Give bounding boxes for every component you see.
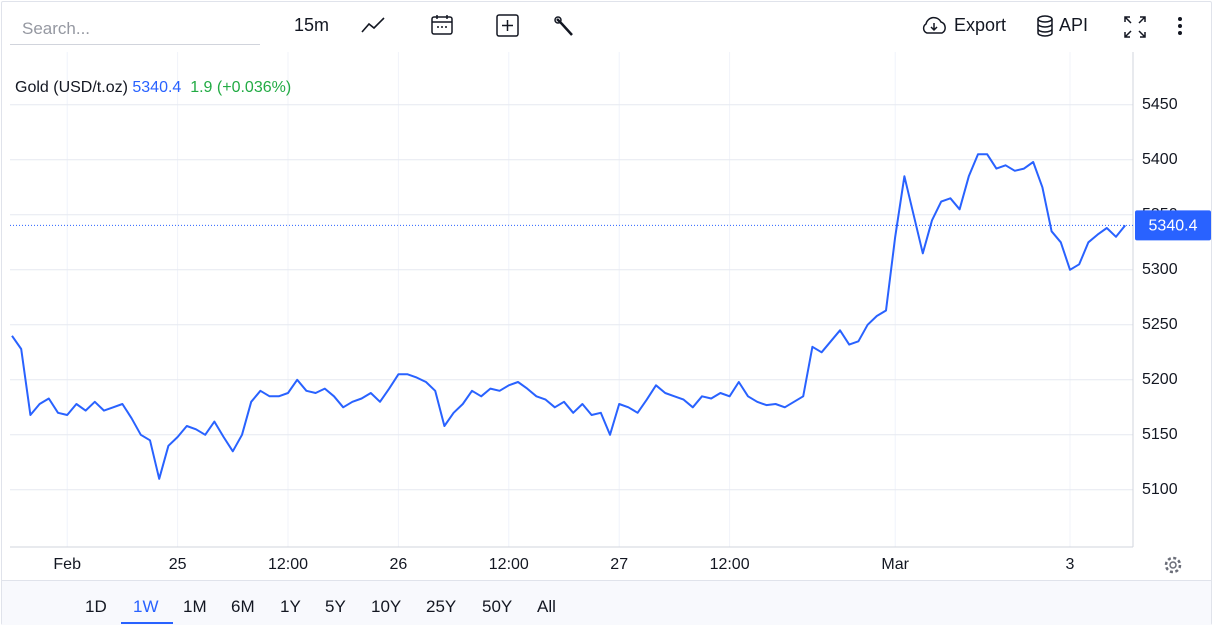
range-bar: 1D 1W 1M 6M 1Y 5Y 10Y 25Y 50Y All bbox=[2, 580, 1211, 625]
range-button[interactable]: All bbox=[537, 597, 556, 616]
x-tick-label: 25 bbox=[169, 556, 187, 573]
range-button[interactable]: 5Y bbox=[325, 597, 346, 616]
api-icon[interactable] bbox=[1036, 14, 1056, 38]
legend-name: Gold (USD/t.oz) bbox=[15, 79, 128, 96]
range-button[interactable]: 6M bbox=[231, 597, 255, 616]
more-icon[interactable] bbox=[1172, 14, 1188, 40]
range-selected-underline bbox=[121, 622, 173, 624]
price-tag bbox=[1135, 210, 1211, 241]
x-tick-label: 12:00 bbox=[489, 556, 529, 573]
chart-type-icon[interactable] bbox=[360, 14, 386, 36]
y-tick-label: 5450 bbox=[1142, 96, 1178, 113]
legend-change-pct: (+0.036%) bbox=[216, 79, 292, 96]
range-button[interactable]: 1M bbox=[183, 597, 207, 616]
legend-change: 1.9 bbox=[190, 79, 213, 96]
range-button[interactable]: 1D bbox=[85, 597, 107, 616]
api-button[interactable]: API bbox=[1059, 15, 1089, 35]
y-tick-label: 5300 bbox=[1142, 261, 1178, 278]
range-button[interactable]: 1Y bbox=[280, 597, 301, 616]
add-icon[interactable] bbox=[496, 14, 520, 38]
price-tag-label: 5340.4 bbox=[1149, 218, 1198, 235]
y-tick-label: 5200 bbox=[1142, 371, 1178, 388]
export-button[interactable]: Export bbox=[954, 15, 1007, 35]
settings-wrench-icon[interactable] bbox=[553, 15, 577, 39]
x-tick-label: 26 bbox=[390, 556, 408, 573]
x-tick-label: 12:00 bbox=[268, 556, 308, 573]
interval-button[interactable]: 15m bbox=[294, 15, 330, 35]
legend: Gold (USD/t.oz) 5340.4 1.9 (+0.036%) bbox=[15, 79, 291, 97]
range-button[interactable]: 1W bbox=[133, 597, 159, 616]
export-icon[interactable] bbox=[920, 15, 950, 37]
legend-price: 5340.4 bbox=[132, 79, 182, 96]
range-button[interactable]: 10Y bbox=[371, 597, 402, 616]
range-button[interactable]: 25Y bbox=[426, 597, 457, 616]
x-tick-label: Feb bbox=[53, 556, 81, 573]
search-input[interactable]: Search... bbox=[10, 12, 260, 45]
x-tick-label: 12:00 bbox=[710, 556, 750, 573]
y-tick-label: 5250 bbox=[1142, 316, 1178, 333]
gear-icon[interactable] bbox=[1162, 554, 1184, 576]
x-tick-label: 3 bbox=[1066, 556, 1075, 573]
range-button[interactable]: 50Y bbox=[482, 597, 513, 616]
price-line bbox=[11, 153, 1126, 480]
y-tick-label: 5400 bbox=[1142, 151, 1178, 168]
x-tick-label: 27 bbox=[610, 556, 628, 573]
y-tick-label: 5100 bbox=[1142, 481, 1178, 498]
x-tick-label: Mar bbox=[881, 556, 909, 573]
y-tick-label: 5150 bbox=[1142, 426, 1178, 443]
calendar-icon[interactable] bbox=[430, 13, 454, 37]
fullscreen-icon[interactable] bbox=[1122, 14, 1148, 40]
chart: Feb 25 12:00 26 12:00 27 12:00 Mar 3 5100 5150 5200… bbox=[10, 52, 1211, 573]
